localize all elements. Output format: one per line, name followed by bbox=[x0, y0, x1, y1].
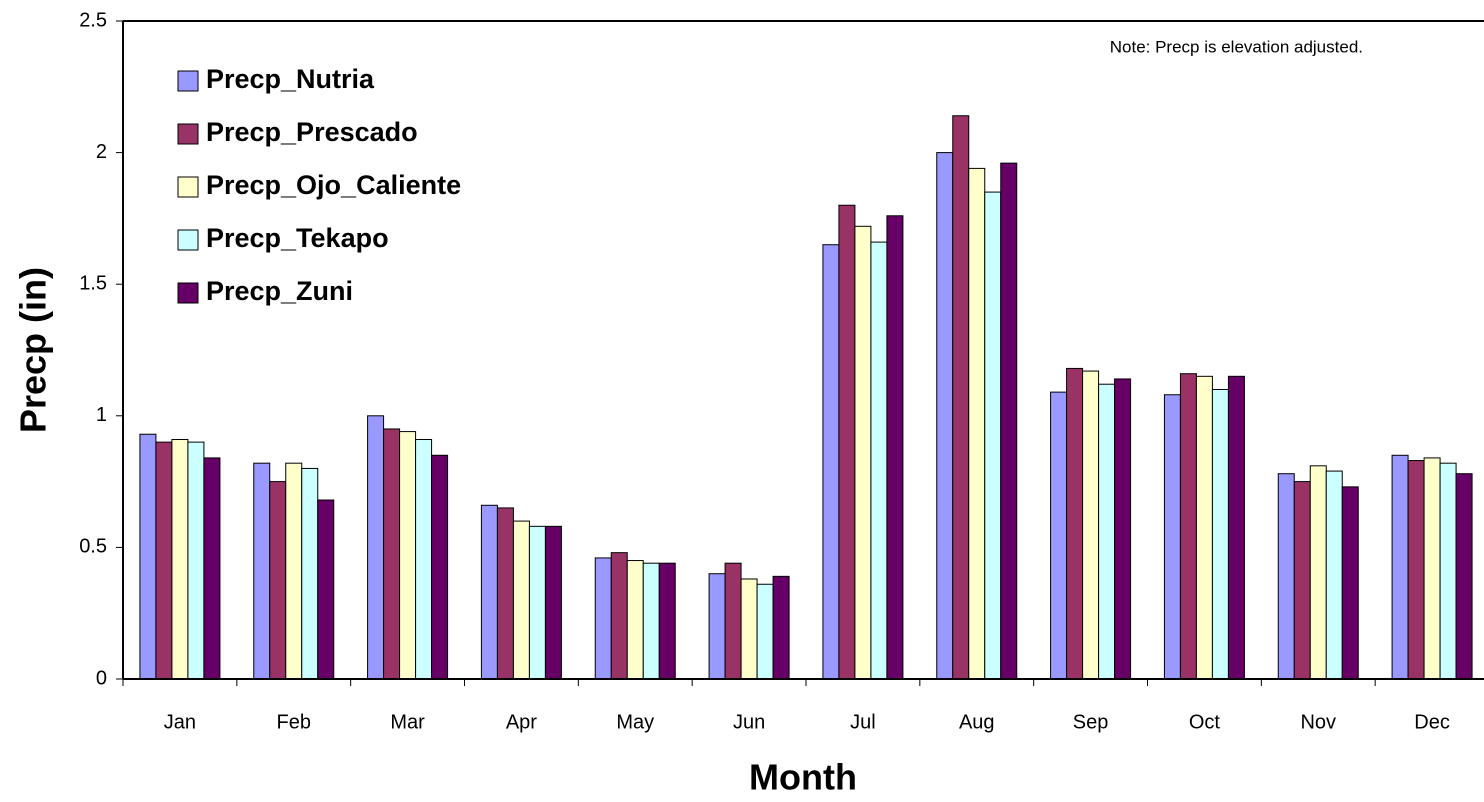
bar bbox=[1423, 457, 1441, 680]
bar bbox=[724, 562, 742, 680]
bar bbox=[431, 454, 449, 680]
bar bbox=[1050, 391, 1068, 680]
legend-swatch bbox=[177, 229, 199, 251]
y-tick-label: 1.5 bbox=[79, 272, 107, 294]
bar bbox=[822, 244, 840, 680]
x-axis-title: Month bbox=[749, 757, 857, 798]
bar bbox=[756, 583, 774, 680]
bar bbox=[496, 507, 514, 680]
bar bbox=[317, 499, 335, 680]
bar bbox=[968, 167, 986, 680]
bar bbox=[838, 204, 856, 680]
legend-swatch bbox=[177, 123, 199, 145]
bar bbox=[285, 462, 303, 680]
x-tick-label: Jun bbox=[733, 711, 765, 733]
bar bbox=[642, 562, 660, 680]
bar bbox=[870, 241, 888, 680]
bar bbox=[1325, 470, 1343, 680]
y-tick-label: 0 bbox=[96, 667, 107, 689]
bar bbox=[383, 428, 401, 680]
x-tick-label: Dec bbox=[1414, 711, 1450, 733]
bar bbox=[301, 467, 319, 680]
bar bbox=[936, 152, 954, 680]
bar bbox=[1391, 454, 1409, 680]
x-tick-label: Mar bbox=[390, 711, 425, 733]
bar bbox=[1439, 462, 1457, 680]
x-tick-label: Apr bbox=[506, 711, 537, 733]
y-tick-label: 1 bbox=[96, 404, 107, 426]
bar bbox=[1455, 473, 1473, 680]
x-tick-label: Aug bbox=[959, 711, 995, 733]
bar bbox=[171, 438, 189, 680]
bar bbox=[772, 575, 790, 680]
bar bbox=[658, 562, 676, 680]
note: Note: Precp is elevation adjusted. bbox=[1110, 37, 1363, 56]
bar bbox=[1309, 465, 1327, 680]
legend-label: Precp_Tekapo bbox=[206, 223, 389, 253]
bar bbox=[952, 115, 970, 680]
x-tick-label: Feb bbox=[277, 711, 311, 733]
legend-swatch bbox=[177, 282, 199, 304]
bar bbox=[1163, 394, 1181, 680]
bar bbox=[1293, 481, 1311, 680]
bar bbox=[1000, 162, 1018, 680]
x-tick-label: Jan bbox=[164, 711, 196, 733]
bar bbox=[886, 215, 904, 680]
x-tick-label: Jul bbox=[850, 711, 876, 733]
legend-label: Precp_Ojo_Caliente bbox=[206, 170, 461, 200]
x-tick-label: Nov bbox=[1300, 711, 1336, 733]
y-tick-label: 2 bbox=[96, 141, 107, 163]
bar bbox=[1098, 383, 1116, 680]
bar bbox=[1407, 460, 1425, 680]
bar bbox=[1066, 367, 1084, 680]
bar bbox=[984, 191, 1002, 680]
y-axis-title: Precp (in) bbox=[13, 267, 54, 433]
bar bbox=[1277, 473, 1295, 680]
bar bbox=[480, 504, 498, 680]
bar bbox=[399, 431, 417, 680]
legend-swatch bbox=[177, 176, 199, 198]
bar bbox=[1179, 373, 1197, 680]
bar bbox=[1211, 388, 1229, 680]
bar bbox=[594, 557, 612, 680]
bar bbox=[1114, 378, 1132, 680]
bar bbox=[626, 560, 644, 680]
y-tick-label: 2.5 bbox=[79, 9, 107, 31]
bar bbox=[1195, 375, 1213, 680]
legend-swatch bbox=[177, 70, 199, 92]
legend-label: Precp_Prescado bbox=[206, 117, 418, 147]
bar bbox=[610, 552, 628, 680]
bar bbox=[528, 525, 546, 680]
bar bbox=[155, 441, 173, 680]
x-tick-label: May bbox=[616, 711, 654, 733]
bar bbox=[203, 457, 221, 680]
y-tick-label: 0.5 bbox=[79, 536, 107, 558]
legend-label: Precp_Nutria bbox=[206, 64, 375, 94]
bar bbox=[367, 415, 385, 680]
bar bbox=[544, 525, 562, 680]
bar bbox=[740, 578, 758, 680]
bar bbox=[139, 433, 157, 680]
legend-label: Precp_Zuni bbox=[206, 276, 353, 306]
x-tick-label: Oct bbox=[1189, 711, 1221, 733]
bar bbox=[854, 225, 872, 680]
bar bbox=[1227, 375, 1245, 680]
bar bbox=[415, 438, 433, 680]
x-tick-label: Sep bbox=[1073, 711, 1109, 733]
bar bbox=[1341, 486, 1359, 680]
bar bbox=[1082, 370, 1100, 680]
bar bbox=[269, 481, 287, 680]
bar bbox=[512, 520, 530, 680]
bar bbox=[187, 441, 205, 680]
bar bbox=[708, 573, 726, 680]
bar bbox=[253, 462, 271, 680]
